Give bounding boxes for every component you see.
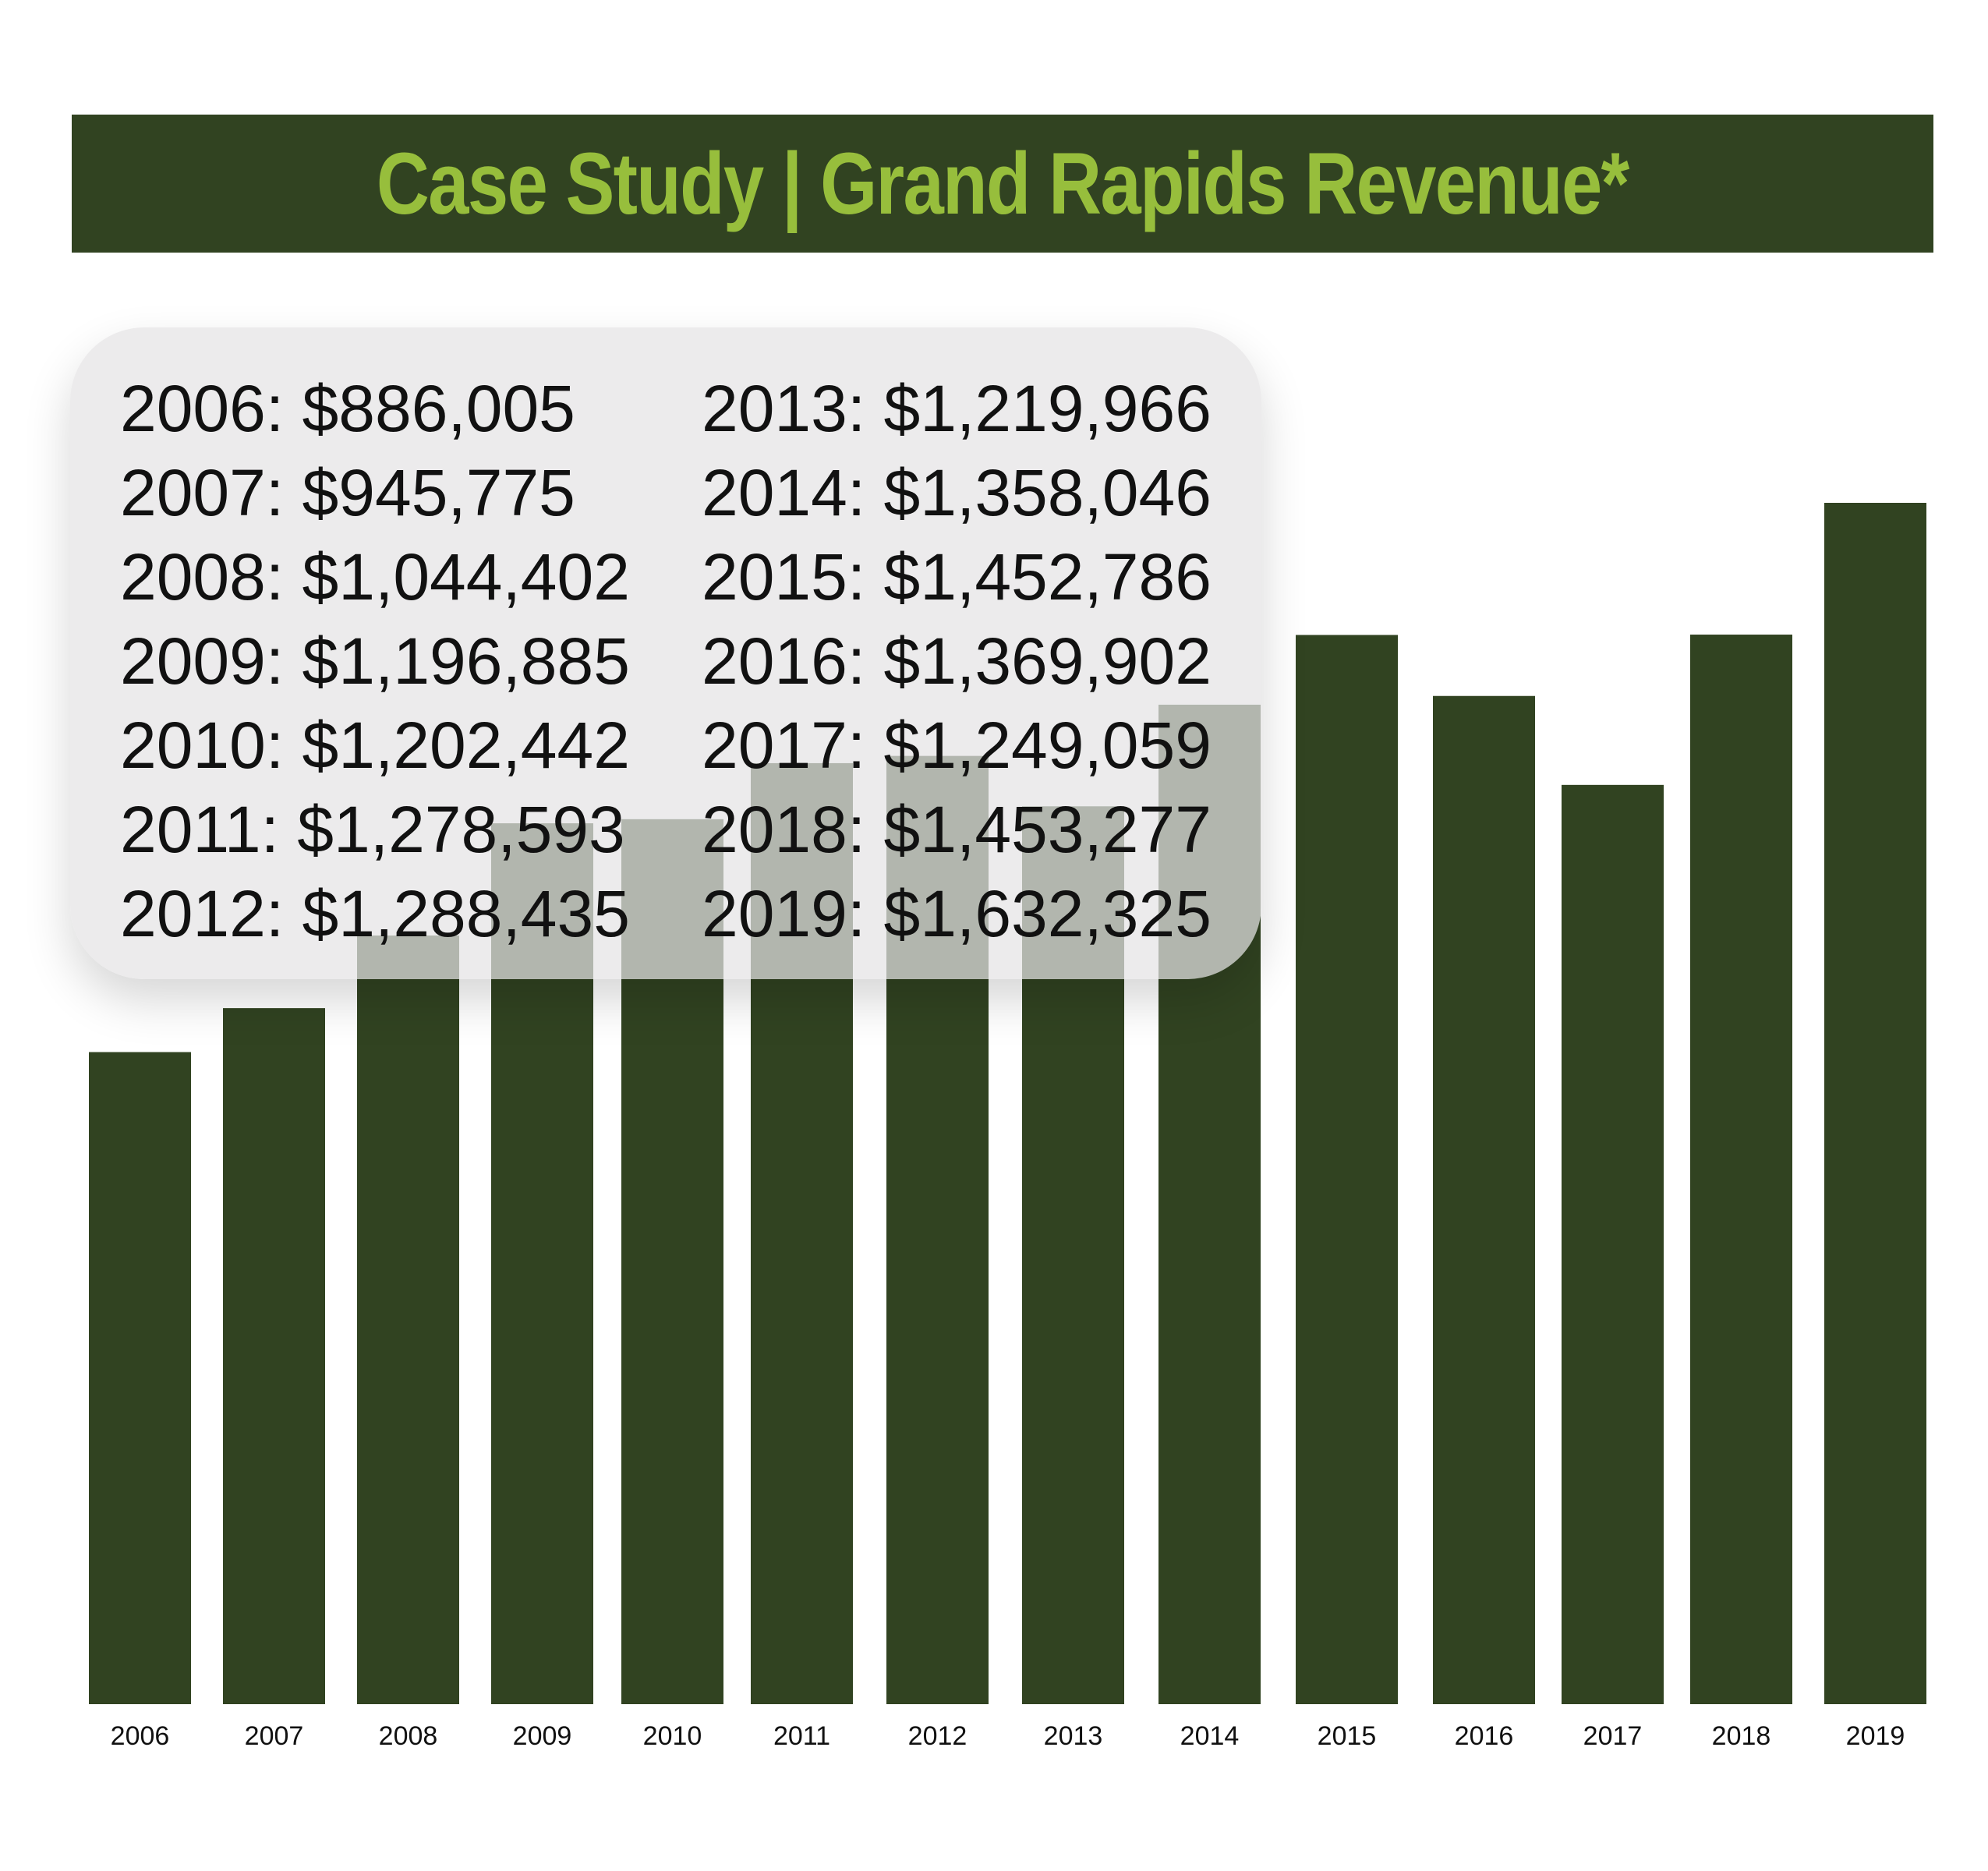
bar-2016: [1433, 695, 1535, 1705]
x-tick-label-2019: 2019: [1846, 1721, 1905, 1751]
x-tick-label-2011: 2011: [773, 1721, 830, 1751]
x-tick-label-2015: 2015: [1318, 1721, 1377, 1751]
value-line-2016: 2016: $1,369,902: [702, 624, 1212, 698]
x-tick-label-2007: 2007: [245, 1721, 304, 1751]
value-line-2012: 2012: $1,288,435: [120, 877, 630, 950]
x-tick-label-2013: 2013: [1044, 1721, 1103, 1751]
value-line-2019: 2019: $1,632,325: [702, 877, 1212, 950]
value-line-2018: 2018: $1,453,277: [702, 793, 1212, 866]
values-column-right: 2013: $1,219,966 2014: $1,358,046 2015: …: [702, 366, 1212, 956]
revenue-values-panel: 2006: $886,005 2007: $945,775 2008: $1,0…: [70, 327, 1261, 979]
bar-2017: [1562, 784, 1664, 1704]
values-column-left: 2006: $886,005 2007: $945,775 2008: $1,0…: [120, 366, 630, 956]
bar-2019: [1824, 503, 1926, 1704]
x-tick-label-2006: 2006: [111, 1721, 170, 1751]
x-tick-label-2018: 2018: [1712, 1721, 1771, 1751]
chart-title: Case Study | Grand Rapids Revenue*: [377, 135, 1629, 232]
bar-2018: [1690, 635, 1792, 1704]
value-line-2011: 2011: $1,278,593: [120, 793, 625, 866]
bar-2006: [89, 1052, 191, 1704]
x-tick-label-2009: 2009: [513, 1721, 572, 1751]
value-line-2013: 2013: $1,219,966: [702, 372, 1212, 445]
x-tick-label-2010: 2010: [643, 1721, 702, 1751]
title-banner: Case Study | Grand Rapids Revenue*: [72, 115, 1933, 253]
x-tick-label-2016: 2016: [1455, 1721, 1514, 1751]
value-line-2010: 2010: $1,202,442: [120, 709, 630, 782]
x-tick-label-2017: 2017: [1583, 1721, 1643, 1751]
bar-2008: [357, 936, 459, 1704]
x-tick-label-2012: 2012: [908, 1721, 967, 1751]
value-line-2017: 2017: $1,249,059: [702, 709, 1212, 782]
value-line-2009: 2009: $1,196,885: [120, 624, 630, 698]
value-line-2006: 2006: $886,005: [120, 372, 575, 445]
value-line-2007: 2007: $945,775: [120, 456, 575, 529]
bar-2015: [1296, 635, 1398, 1705]
x-tick-label-2014: 2014: [1180, 1721, 1240, 1751]
x-tick-label-2008: 2008: [379, 1721, 438, 1751]
bar-2007: [223, 1008, 325, 1704]
value-line-2014: 2014: $1,358,046: [702, 456, 1212, 529]
value-line-2015: 2015: $1,452,786: [702, 540, 1212, 614]
value-line-2008: 2008: $1,044,402: [120, 540, 630, 614]
